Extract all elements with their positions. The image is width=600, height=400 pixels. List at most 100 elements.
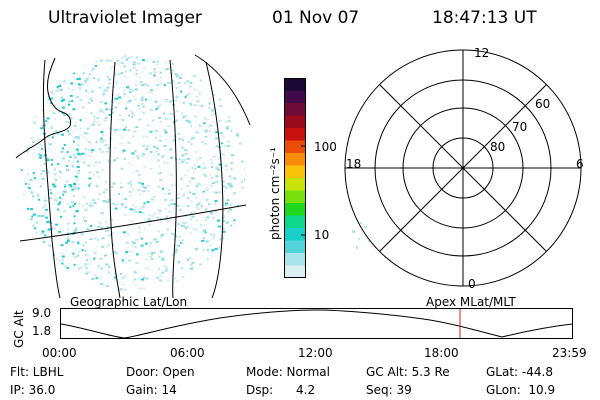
emission-speckle [181, 195, 184, 198]
emission-speckle [211, 61, 214, 64]
emission-speckle [232, 242, 236, 245]
emission-speckle [150, 214, 154, 217]
emission-speckle [206, 259, 210, 262]
emission-speckle [204, 129, 208, 132]
emission-speckle [32, 141, 35, 144]
emission-speckle [178, 236, 181, 238]
emission-speckle [135, 88, 138, 91]
emission-speckle [200, 292, 202, 294]
emission-speckle [110, 199, 113, 202]
emission-speckle [190, 200, 194, 203]
emission-speckle [54, 118, 56, 121]
emission-speckle [219, 238, 223, 241]
emission-speckle [52, 112, 56, 115]
emission-speckle [26, 82, 30, 85]
emission-speckle [162, 161, 166, 164]
emission-speckle [168, 113, 172, 115]
emission-speckle [156, 159, 160, 162]
emission-speckle [123, 292, 126, 294]
emission-speckle [189, 191, 192, 194]
emission-speckle [118, 96, 122, 99]
emission-speckle [23, 119, 27, 122]
emission-speckle [230, 276, 233, 279]
emission-speckle [147, 267, 151, 270]
emission-speckle [41, 293, 44, 295]
emission-speckle [157, 185, 160, 188]
emission-speckle [100, 212, 104, 214]
emission-speckle [97, 221, 100, 224]
emission-speckle [138, 107, 141, 110]
emission-speckle [116, 157, 119, 160]
emission-speckle [141, 212, 145, 214]
emission-speckle [169, 148, 173, 151]
emission-speckle [68, 100, 72, 103]
emission-speckle [187, 287, 191, 290]
emission-speckle [231, 277, 235, 280]
emission-speckle [193, 210, 195, 213]
emission-speckle [169, 55, 172, 58]
emission-speckle [25, 123, 29, 126]
emission-speckle [76, 166, 80, 168]
emission-speckle [88, 177, 92, 180]
emission-speckle [231, 154, 234, 157]
emission-speckle [68, 133, 71, 135]
emission-speckle [28, 71, 32, 74]
emission-speckle [158, 255, 161, 258]
emission-speckle [59, 270, 62, 273]
emission-speckle [120, 72, 124, 75]
emission-speckle [165, 131, 168, 134]
emission-speckle [36, 193, 40, 196]
polar-grid-panel [344, 49, 582, 287]
color-scale-step [284, 178, 306, 192]
emission-speckle [91, 123, 95, 126]
emission-speckle [72, 160, 75, 163]
emission-speckle [92, 55, 95, 57]
emission-speckle [37, 215, 41, 217]
emission-speckle [127, 84, 131, 87]
emission-speckle [183, 193, 185, 196]
emission-speckle [76, 136, 80, 138]
emission-speckle [92, 199, 96, 202]
emission-speckle [180, 73, 183, 76]
emission-speckle [66, 238, 70, 241]
emission-speckle [226, 284, 230, 287]
emission-speckle [77, 144, 80, 147]
emission-speckle [218, 225, 222, 228]
emission-speckle [163, 192, 167, 195]
emission-speckle [21, 232, 24, 235]
emission-speckle [166, 81, 170, 84]
emission-speckle [87, 102, 91, 104]
emission-speckle [114, 252, 118, 255]
emission-speckle [104, 144, 108, 147]
emission-speckle [157, 105, 161, 108]
emission-speckle [188, 121, 192, 124]
emission-speckle [212, 182, 215, 185]
emission-speckle [214, 191, 218, 194]
emission-speckle [150, 89, 153, 92]
emission-speckle [99, 101, 103, 103]
emission-speckle [120, 151, 124, 154]
emission-speckle [165, 139, 169, 142]
emission-speckle [95, 277, 98, 280]
emission-speckle [206, 216, 210, 219]
emission-speckle [44, 286, 47, 289]
emission-speckle [186, 94, 189, 96]
emission-speckle [40, 164, 43, 167]
emission-speckle [135, 126, 139, 129]
emission-speckle [198, 286, 202, 289]
emission-speckle [68, 234, 71, 237]
emission-speckle [161, 154, 165, 157]
emission-speckle [204, 284, 208, 286]
emission-speckle [101, 133, 104, 136]
emission-speckle [38, 294, 41, 296]
emission-speckle [240, 180, 243, 183]
emission-speckle [145, 135, 149, 138]
emission-speckle [201, 141, 205, 144]
emission-speckle [192, 227, 195, 230]
emission-speckle [133, 95, 136, 98]
emission-speckle [230, 129, 233, 132]
emission-speckle [224, 204, 227, 207]
emission-speckle [62, 80, 66, 83]
color-scale-step [284, 190, 306, 204]
emission-speckle [210, 233, 213, 236]
